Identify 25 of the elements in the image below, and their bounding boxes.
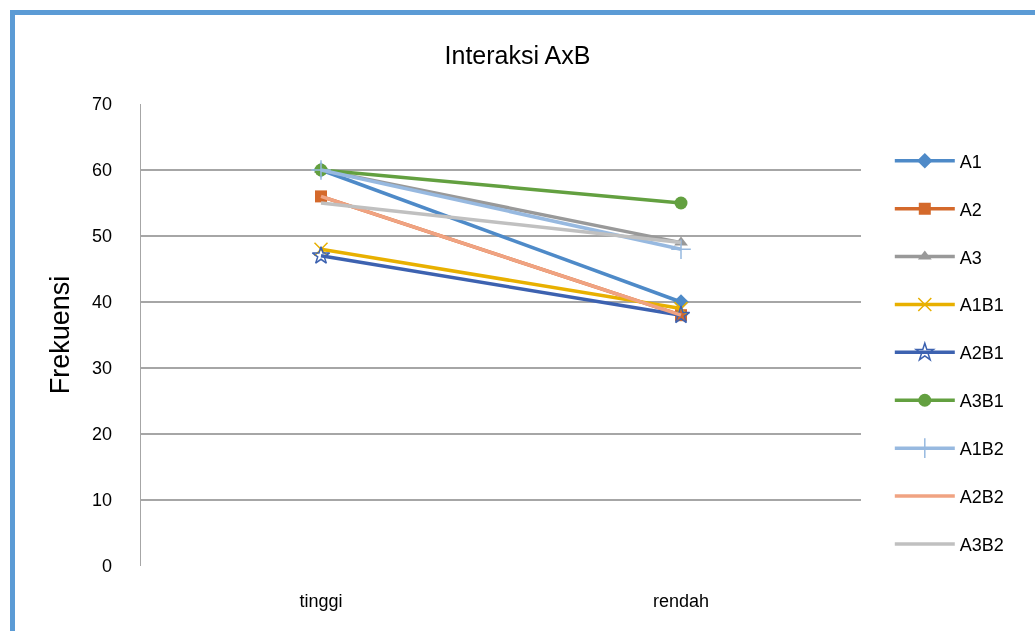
legend-label: A3 — [959, 247, 982, 268]
y-tick-label: 0 — [102, 556, 113, 577]
y-tick-label: 60 — [92, 160, 113, 181]
legend-label: A2B1 — [959, 343, 1004, 364]
point — [311, 245, 331, 264]
legend-label: A1B1 — [959, 295, 1004, 316]
legend-label: A1 — [959, 151, 982, 172]
point — [673, 301, 689, 316]
legend-label: A2 — [959, 199, 982, 220]
y-tick-label: 10 — [92, 490, 113, 511]
legend-label: A1B2 — [959, 439, 1004, 460]
point — [674, 196, 688, 210]
y-tick-label: 50 — [92, 226, 113, 247]
x-tick-label: tinggi — [299, 591, 343, 611]
chart-title: Interaksi AxB — [444, 40, 591, 69]
y-tick-label: 30 — [92, 358, 113, 379]
x-tick-label: rendah — [652, 591, 710, 611]
y-tick-label: 70 — [92, 94, 113, 115]
legend-label: A3B1 — [959, 391, 1004, 412]
y-axis-title: Frekuensi — [45, 275, 76, 395]
point — [313, 241, 329, 257]
legend-label: A2B2 — [959, 487, 1004, 508]
y-tick-label: 40 — [92, 292, 113, 313]
legend-label: A3B2 — [959, 534, 1004, 555]
y-tick-label: 20 — [92, 424, 113, 445]
